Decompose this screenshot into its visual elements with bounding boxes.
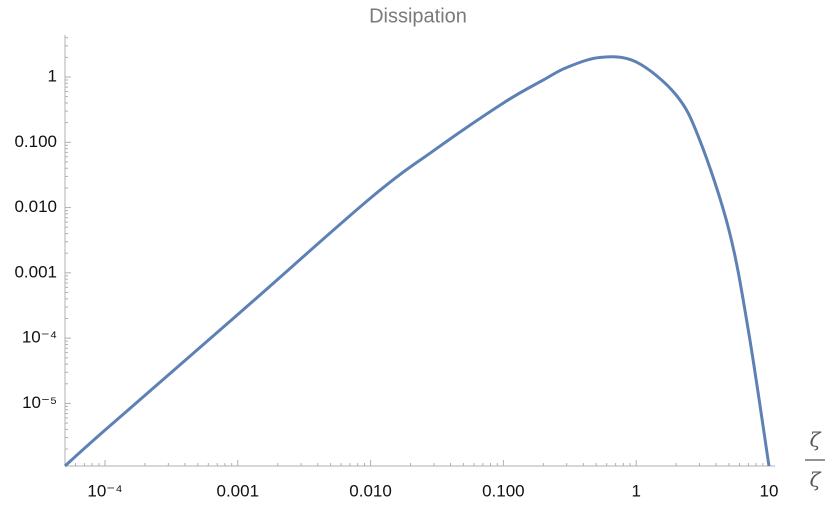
- y-tick-label: 0.010: [14, 197, 57, 216]
- y-tick-label: 0.001: [14, 262, 57, 281]
- x-tick-label: 0.100: [482, 481, 525, 500]
- x-tick-label: 0.001: [217, 481, 260, 500]
- x-label-numerator: ζ: [810, 428, 822, 452]
- x-tick-label: 10⁻⁴: [87, 481, 122, 500]
- y-tick-label: 10⁻⁵: [22, 393, 57, 412]
- y-tick-label: 0.100: [14, 132, 57, 151]
- x-tick-label: 10: [760, 481, 779, 500]
- line-series: [63, 55, 771, 468]
- y-tick-label: 1: [48, 66, 57, 85]
- y-tick-label: 10⁻⁴: [22, 328, 57, 347]
- x-label-denominator: ζ: [810, 468, 822, 492]
- chart-title: Dissipation: [369, 5, 467, 27]
- x-tick-label: 0.010: [349, 481, 392, 500]
- x-tick-label: 1: [631, 481, 640, 500]
